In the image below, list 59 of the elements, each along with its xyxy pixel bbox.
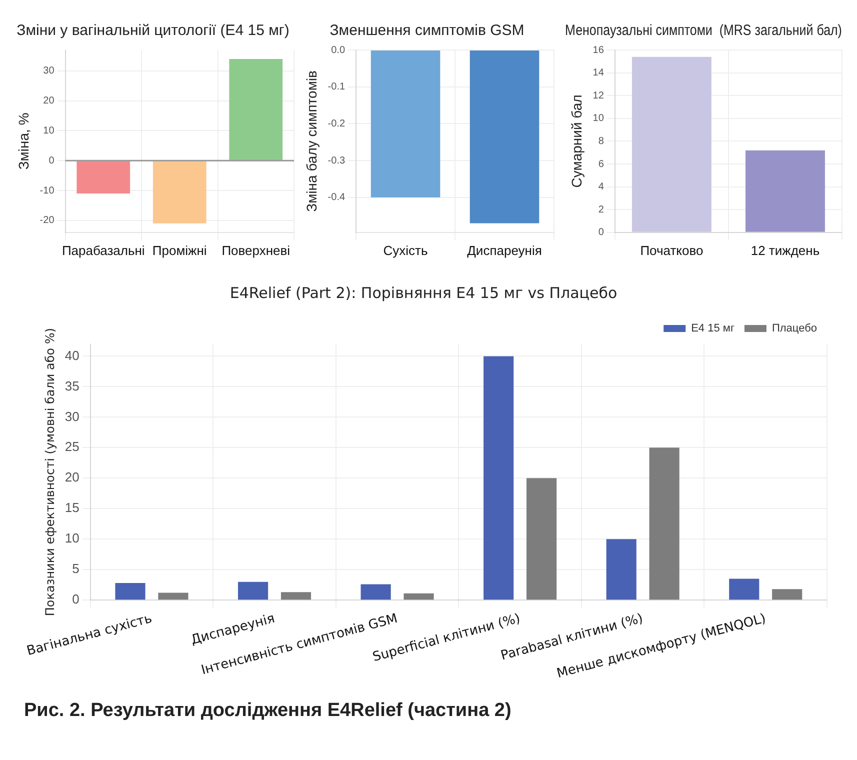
y-tick-label: 12 [592, 90, 604, 102]
y-tick-label: -0.4 [328, 192, 346, 204]
bar [280, 592, 312, 600]
x-tick-label: 12 тиждень [750, 242, 820, 258]
bar [404, 593, 434, 600]
y-axis-title: Показники ефективності (умовні бали або %) [42, 328, 57, 616]
y-tick-label: 2 [598, 204, 604, 216]
y-tick-label: -0.2 [328, 118, 346, 130]
y-tick-label: -0.3 [328, 155, 346, 166]
y-tick-label: 0 [72, 592, 80, 607]
y-tick-label: 10 [592, 113, 604, 124]
chart-title: Менопаузальні симптоми (MRS загальний бал) [565, 22, 842, 38]
y-tick-label: 40 [64, 348, 80, 363]
legend-label: E4 15 мг [691, 322, 734, 335]
y-tick-label: 10 [43, 125, 55, 136]
bar [526, 478, 557, 600]
y-tick-label: -0.1 [328, 82, 346, 93]
y-tick-label: 6 [598, 158, 604, 170]
y-tick-label: 20 [64, 470, 80, 485]
chart-title: Зменшення симптомів GSM [330, 22, 524, 40]
text: Рис. 2. Результати дослідження E4Relief (частина 2) [24, 700, 512, 722]
x-tick-label: Диспареунія [467, 242, 542, 258]
x-tick-label: Парабазальні [62, 242, 145, 258]
chart-title: E4Relief (Part 2): Порівняння E4 15 мг vs Плацебо [230, 284, 618, 302]
y-tick-label: -10 [40, 185, 55, 196]
bar [649, 448, 680, 600]
x-tick-label: Початково [640, 242, 704, 258]
bar [115, 583, 146, 600]
y-tick-label: 30 [43, 66, 55, 77]
x-tick-label: Проміжні [152, 242, 207, 258]
y-tick-label: -20 [40, 215, 55, 226]
x-tick-label: Сухість [383, 242, 428, 258]
chart-title: Зміни у вагінальній цитології (E4 15 мг) [16, 22, 290, 40]
y-tick-label: 15 [64, 500, 80, 516]
bar [606, 539, 636, 600]
y-tick-label: 16 [592, 44, 604, 56]
y-axis-title: Зміна балу симптомів [303, 70, 320, 212]
y-axis-title: Зміна, % [15, 112, 32, 170]
y-tick-label: 20 [43, 96, 55, 107]
y-axis-title: Сумарний бал [568, 94, 584, 188]
y-tick-label: 0.0 [331, 44, 346, 56]
y-tick-label: 25 [64, 439, 80, 454]
y-tick-label: 10 [64, 530, 80, 546]
y-tick-label: 5 [72, 561, 80, 576]
y-tick-label: 35 [64, 378, 80, 394]
y-tick-label: 4 [598, 182, 604, 193]
bar [729, 578, 760, 600]
y-tick-label: 0 [48, 155, 55, 166]
legend-label: Плацебо [772, 322, 817, 335]
y-tick-label: 0 [598, 227, 604, 238]
bar [238, 582, 268, 600]
bar [772, 589, 802, 600]
x-tick-label: Поверхневі [222, 242, 290, 258]
bar [484, 356, 514, 600]
y-tick-label: 30 [64, 408, 80, 424]
y-tick-label: 14 [592, 68, 604, 79]
bar [158, 592, 188, 600]
y-tick-label: 8 [598, 136, 604, 147]
bar [360, 584, 391, 600]
